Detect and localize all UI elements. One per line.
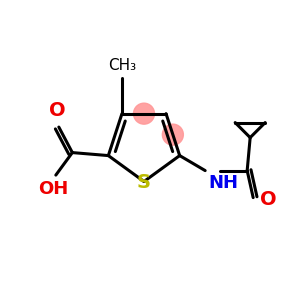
Text: CH₃: CH₃ [108, 58, 136, 73]
Text: NH: NH [209, 174, 239, 192]
Text: O: O [260, 190, 276, 208]
Text: O: O [49, 101, 66, 121]
Circle shape [162, 124, 183, 145]
Text: OH: OH [38, 181, 68, 199]
Circle shape [134, 103, 154, 124]
Text: S: S [137, 173, 151, 193]
